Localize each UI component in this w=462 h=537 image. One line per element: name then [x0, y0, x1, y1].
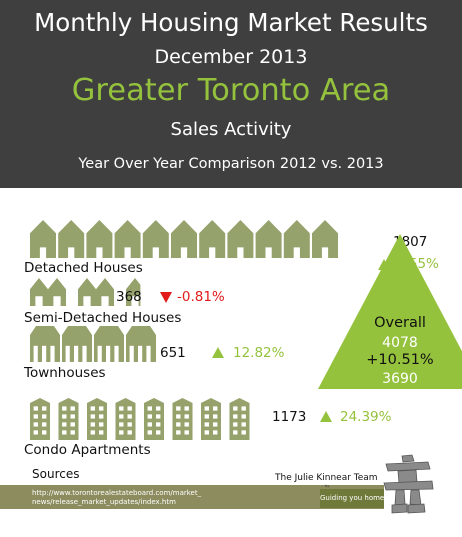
source-url-line-1[interactable]: http://www.torontorealestateboard.com/ma… [32, 489, 202, 497]
condo-icon [229, 398, 250, 440]
change-condo: 24.39% [340, 409, 392, 425]
category-label-condo: Condo Apartments [24, 442, 151, 458]
category-label-detached: Detached Houses [24, 260, 143, 276]
detached-icon [255, 220, 282, 258]
condo-icon [144, 398, 164, 440]
overall-triangle [318, 234, 462, 389]
townhouse-icon [94, 326, 124, 362]
condo-icon [172, 398, 193, 440]
detached-icon [142, 220, 169, 258]
overall-change: +10.51% [366, 352, 434, 368]
condo-icon [115, 398, 136, 440]
activity-subtitle: Sales Activity [170, 119, 292, 140]
semi-detached-icon [126, 278, 141, 306]
inukshuk-icon [383, 454, 434, 514]
down-arrow-icon [160, 292, 172, 303]
detached-icon [199, 220, 226, 258]
semi-detached-icon [30, 278, 66, 306]
overall-value-2012: 3690 [382, 371, 418, 387]
townhouse-icon [126, 326, 156, 362]
detached-icon [86, 220, 113, 258]
source-url-line-2[interactable]: news/release_market_updates/index.htm [32, 498, 176, 506]
value-semi-detached: 368 [116, 289, 142, 305]
townhouse-icon [30, 326, 60, 362]
detached-icon [30, 220, 56, 258]
condo-icon [58, 398, 79, 440]
up-arrow-icon [212, 347, 224, 358]
report-month: December 2013 [154, 46, 308, 68]
detached-icon [227, 220, 254, 258]
region-title: Greater Toronto Area [71, 73, 391, 108]
header-banner [0, 0, 462, 188]
category-label-townhouses: Townhouses [24, 365, 106, 381]
page-title: Monthly Housing Market Results [34, 8, 428, 37]
sources-label: Sources [32, 467, 80, 481]
detached-icon [171, 220, 197, 258]
condo-icon [30, 398, 50, 440]
value-townhouses: 651 [160, 345, 186, 361]
tagline-bar [320, 489, 384, 508]
category-label-semi-detached: Semi-Detached Houses [24, 310, 182, 326]
townhouse-icon [62, 326, 92, 362]
up-arrow-icon [320, 411, 332, 422]
overall-value-2013: 4078 [382, 335, 418, 351]
detached-icon [114, 220, 141, 258]
semi-detached-icon [78, 278, 114, 306]
condo-icon [201, 398, 221, 440]
team-name: The Julie Kinnear Team [275, 473, 378, 483]
comparison-subtitle: Year Over Year Comparison 2012 vs. 2013 [78, 156, 384, 172]
condo-icon [87, 398, 107, 440]
team-brand-subtext: by [325, 484, 330, 488]
change-semi-detached: -0.81% [177, 289, 225, 305]
detached-icon [283, 220, 310, 258]
detached-icon [58, 220, 85, 258]
tagline: Guiding you home [320, 494, 385, 502]
value-condo: 1173 [272, 409, 307, 425]
overall-label: Overall [374, 315, 426, 331]
change-townhouses: 12.82% [233, 345, 285, 361]
